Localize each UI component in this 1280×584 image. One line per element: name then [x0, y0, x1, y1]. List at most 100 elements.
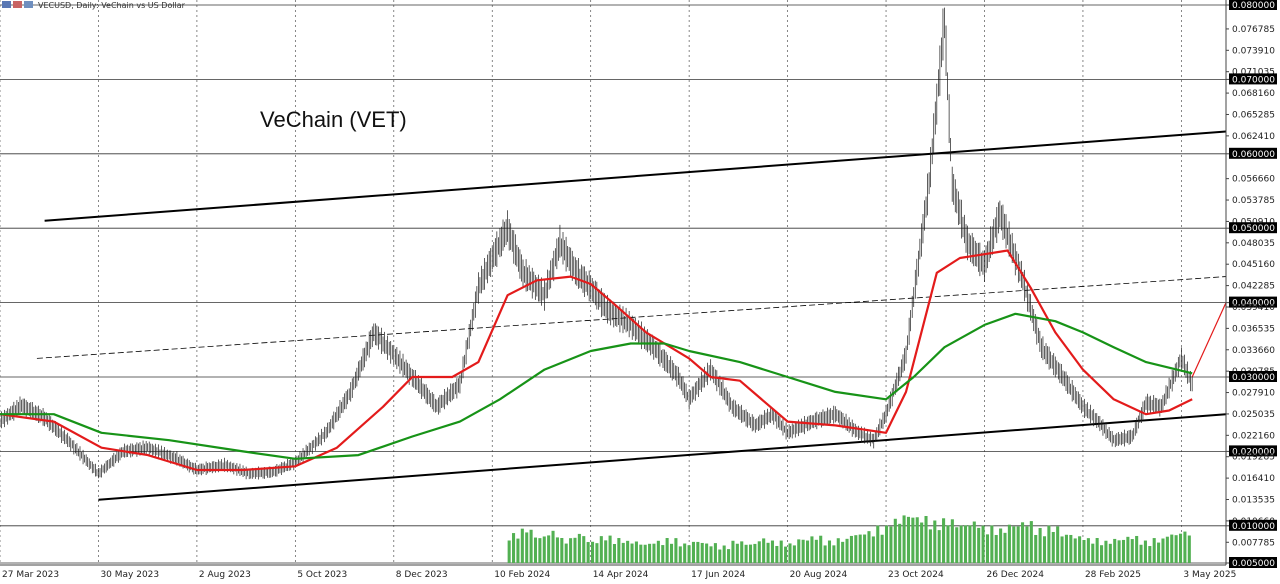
volume-bar — [700, 542, 704, 563]
volume-bar — [977, 527, 981, 563]
volume-bar — [1073, 538, 1077, 563]
volume-bar — [1174, 535, 1178, 563]
volume-bar — [806, 540, 810, 563]
volume-bar — [898, 523, 902, 563]
volume-bar — [1012, 526, 1016, 563]
volume-bar — [1025, 526, 1029, 563]
volume-bar — [1086, 538, 1090, 563]
volume-bar — [990, 525, 994, 563]
y-tick-label: 0.025035 — [1232, 410, 1275, 420]
projection-line — [1191, 302, 1227, 378]
volume-bar — [643, 544, 647, 563]
volume-bar — [1135, 535, 1139, 563]
volume-bar — [845, 538, 849, 563]
volume-bar — [920, 522, 924, 563]
volume-bar — [1047, 525, 1051, 563]
volume-bar — [604, 540, 608, 563]
y-tick-label: 0.062410 — [1232, 132, 1275, 142]
volume-bar — [1003, 532, 1007, 563]
volume-bar — [849, 535, 853, 563]
volume-bar — [1091, 543, 1095, 563]
volume-bar — [1139, 544, 1143, 563]
volume-bar — [819, 535, 823, 563]
volume-bar — [656, 540, 660, 563]
y-tick-label: 0.060000 — [1232, 150, 1275, 160]
x-tick-label: 17 Jun 2024 — [691, 570, 745, 580]
volume-bar — [520, 528, 524, 563]
volume-bar — [748, 544, 753, 563]
y-tick-label: 0.076785 — [1232, 25, 1275, 35]
y-tick-label: 0.053785 — [1232, 196, 1275, 206]
y-tick-label: 0.065285 — [1232, 110, 1275, 120]
x-tick-label: 26 Dec 2024 — [986, 570, 1044, 580]
volume-bar — [884, 525, 889, 563]
volume-bar — [902, 515, 906, 563]
y-tick-label: 0.027910 — [1232, 389, 1275, 399]
y-tick-label: 0.030000 — [1232, 373, 1275, 383]
volume-bar — [705, 543, 709, 563]
symbol-icon-2 — [13, 1, 22, 8]
volume-bar — [972, 521, 976, 563]
volume-bar — [1021, 522, 1025, 563]
x-tick-label: 30 May 2023 — [100, 570, 159, 580]
volume-bar — [963, 525, 968, 563]
y-tick-highlight-box — [1229, 296, 1277, 308]
y-tick-label: 0.033660 — [1232, 346, 1275, 356]
volume-bar — [915, 517, 919, 563]
volume-bar — [691, 541, 695, 563]
volume-bar — [775, 545, 779, 563]
volume-bar — [832, 545, 836, 563]
x-tick-label: 8 Dec 2023 — [396, 570, 448, 580]
x-tick-label: 10 Feb 2024 — [494, 570, 550, 580]
y-tick-label: 0.010000 — [1232, 522, 1275, 532]
volume-bar — [1064, 534, 1068, 563]
x-tick-label: 2 Aug 2023 — [199, 570, 251, 580]
volume-bar — [946, 525, 950, 563]
volume-bar — [639, 544, 643, 563]
y-tick-label: 0.045160 — [1232, 260, 1275, 270]
volume-bar — [876, 525, 880, 563]
volume-bar — [626, 540, 630, 563]
volume-bar — [665, 538, 669, 563]
volume-bar — [827, 540, 832, 563]
volume-bar — [762, 538, 766, 563]
volume-bar — [841, 541, 845, 563]
volume-bar — [577, 533, 581, 563]
y-tick-label: 0.022160 — [1232, 431, 1275, 441]
volume-bar — [617, 538, 621, 563]
y-tick-label: 0.080000 — [1232, 1, 1275, 11]
y-tick-label: 0.007785 — [1232, 538, 1275, 548]
volume-bar — [547, 535, 551, 563]
trend-line — [44, 130, 1227, 222]
x-tick-label: 20 Aug 2024 — [790, 570, 848, 580]
volume-bar — [542, 536, 546, 563]
volume-bar — [1078, 536, 1082, 563]
volume-bar — [573, 537, 577, 563]
y-tick-label: 0.050000 — [1232, 224, 1275, 234]
volume-bar — [836, 538, 840, 563]
volume-bar — [1161, 538, 1165, 563]
volume-bar — [696, 541, 700, 563]
chart-header: VECUSD, Daily: VeChain vs US Dollar — [2, 1, 186, 10]
volume-bar — [533, 537, 538, 563]
volume-bar — [652, 543, 656, 563]
y-tick-label: 0.005000 — [1232, 559, 1275, 569]
y-tick-label: 0.071035 — [1232, 68, 1275, 78]
volume-bar — [871, 536, 875, 563]
volume-bar — [512, 533, 516, 563]
volume-bar — [797, 539, 801, 563]
volume-bar — [595, 543, 599, 563]
volume-bar — [858, 534, 862, 563]
volume-bar — [950, 519, 954, 563]
volume-bar — [942, 518, 946, 563]
volume-bar — [669, 543, 674, 563]
volume-bar — [529, 529, 533, 563]
volume-bar — [999, 528, 1003, 563]
volume-bar — [1108, 543, 1112, 563]
moving-average-slow — [0, 312, 1193, 460]
trend-line — [98, 413, 1227, 501]
y-tick-highlight-box — [1229, 519, 1277, 531]
volume-bar — [591, 541, 595, 563]
volume-bar — [784, 546, 788, 563]
volume-bar — [538, 538, 542, 563]
